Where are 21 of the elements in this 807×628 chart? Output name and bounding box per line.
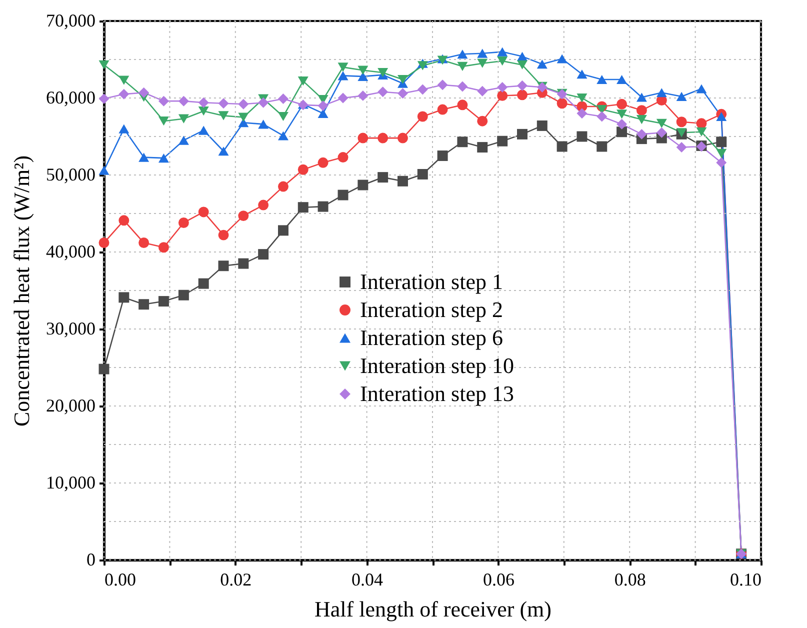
x-tick-label: 0.02 <box>220 570 252 590</box>
y-tick-label: 20,000 <box>46 396 96 416</box>
x-tick-label: 0.08 <box>614 570 646 590</box>
legend-label: Interation step 13 <box>360 381 514 406</box>
y-tick-label: 50,000 <box>46 164 96 184</box>
y-tick-label: 40,000 <box>46 242 96 262</box>
x-axis-title: Half length of receiver (m) <box>314 596 552 622</box>
y-tick-label: 10,000 <box>46 472 96 492</box>
legend-label: Interation step 6 <box>360 325 503 350</box>
x-tick-label: 0.10 <box>730 570 762 590</box>
y-axis-title: Concentrated heat flux (W/m²) <box>9 155 34 427</box>
x-tick-label: 0.06 <box>482 570 514 590</box>
y-tick-label: 70,000 <box>46 10 96 30</box>
y-tick-label: 0 <box>86 550 96 570</box>
x-tick-label: 0.04 <box>352 570 384 590</box>
legend-label: Interation step 2 <box>360 297 503 322</box>
legend-label: Interation step 1 <box>360 269 503 294</box>
legend-label: Interation step 10 <box>360 353 514 378</box>
y-tick-label: 30,000 <box>46 318 96 338</box>
y-tick-label: 60,000 <box>46 88 96 108</box>
x-tick-label: 0.00 <box>104 570 136 590</box>
